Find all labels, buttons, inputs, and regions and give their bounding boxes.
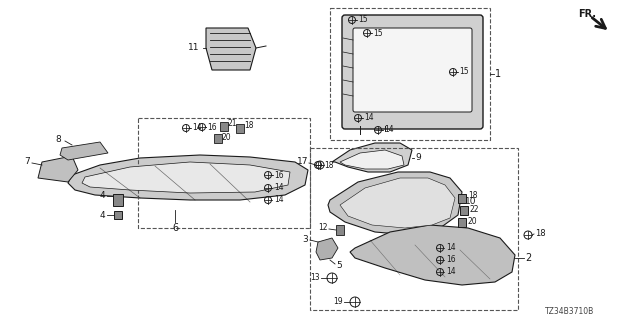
Text: 21: 21	[228, 119, 237, 129]
Text: 16: 16	[446, 255, 456, 265]
Text: 3: 3	[302, 236, 308, 244]
Text: 4: 4	[99, 191, 105, 201]
Bar	[336, 225, 344, 235]
Text: 7: 7	[24, 157, 30, 166]
Text: 14: 14	[446, 268, 456, 276]
Text: 1: 1	[495, 69, 501, 79]
Text: 11: 11	[188, 44, 200, 52]
Text: 10: 10	[465, 197, 477, 206]
Bar	[220, 122, 228, 131]
Text: 5: 5	[336, 260, 342, 269]
Text: 14: 14	[274, 196, 284, 204]
Bar	[458, 194, 466, 203]
Polygon shape	[350, 225, 515, 285]
Polygon shape	[328, 172, 462, 235]
Text: 6: 6	[172, 223, 178, 233]
Bar	[214, 133, 222, 142]
Text: 14: 14	[192, 124, 202, 132]
Text: 19: 19	[333, 298, 343, 307]
Text: 9: 9	[415, 154, 420, 163]
Text: 14: 14	[364, 114, 374, 123]
Text: 16: 16	[207, 123, 216, 132]
Text: 15: 15	[358, 15, 367, 25]
Text: 20: 20	[222, 132, 232, 141]
Bar	[114, 211, 122, 219]
Text: 20: 20	[468, 217, 477, 226]
Bar	[113, 194, 123, 206]
Text: 15: 15	[459, 68, 468, 76]
Polygon shape	[60, 142, 108, 160]
Text: 18: 18	[468, 190, 477, 199]
Polygon shape	[68, 155, 308, 200]
Text: 12: 12	[319, 223, 328, 233]
Text: 18: 18	[535, 228, 546, 237]
Polygon shape	[340, 178, 455, 228]
Text: 4: 4	[99, 211, 105, 220]
Text: 16: 16	[274, 171, 284, 180]
Text: 18: 18	[324, 161, 333, 170]
Polygon shape	[38, 156, 78, 182]
Text: 14: 14	[384, 125, 394, 134]
Polygon shape	[206, 28, 256, 70]
Text: 14: 14	[446, 244, 456, 252]
Text: 14: 14	[274, 183, 284, 193]
Bar	[458, 218, 466, 227]
Polygon shape	[82, 162, 290, 193]
FancyBboxPatch shape	[353, 28, 472, 112]
Text: 22: 22	[470, 204, 479, 213]
Text: 2: 2	[525, 253, 531, 263]
Text: 15: 15	[373, 28, 383, 37]
Bar	[138, 118, 310, 228]
Polygon shape	[332, 143, 412, 172]
FancyBboxPatch shape	[342, 15, 483, 129]
Text: 13: 13	[310, 274, 320, 283]
Bar	[460, 205, 468, 214]
Bar	[236, 124, 244, 132]
Bar	[330, 8, 490, 140]
Text: 18: 18	[244, 122, 253, 131]
Text: 8: 8	[55, 135, 61, 145]
Polygon shape	[340, 150, 404, 169]
Text: FR.: FR.	[578, 9, 596, 19]
Bar	[310, 148, 518, 310]
Text: 17: 17	[296, 157, 308, 166]
Text: TZ34B3710B: TZ34B3710B	[545, 308, 595, 316]
Polygon shape	[316, 238, 338, 260]
